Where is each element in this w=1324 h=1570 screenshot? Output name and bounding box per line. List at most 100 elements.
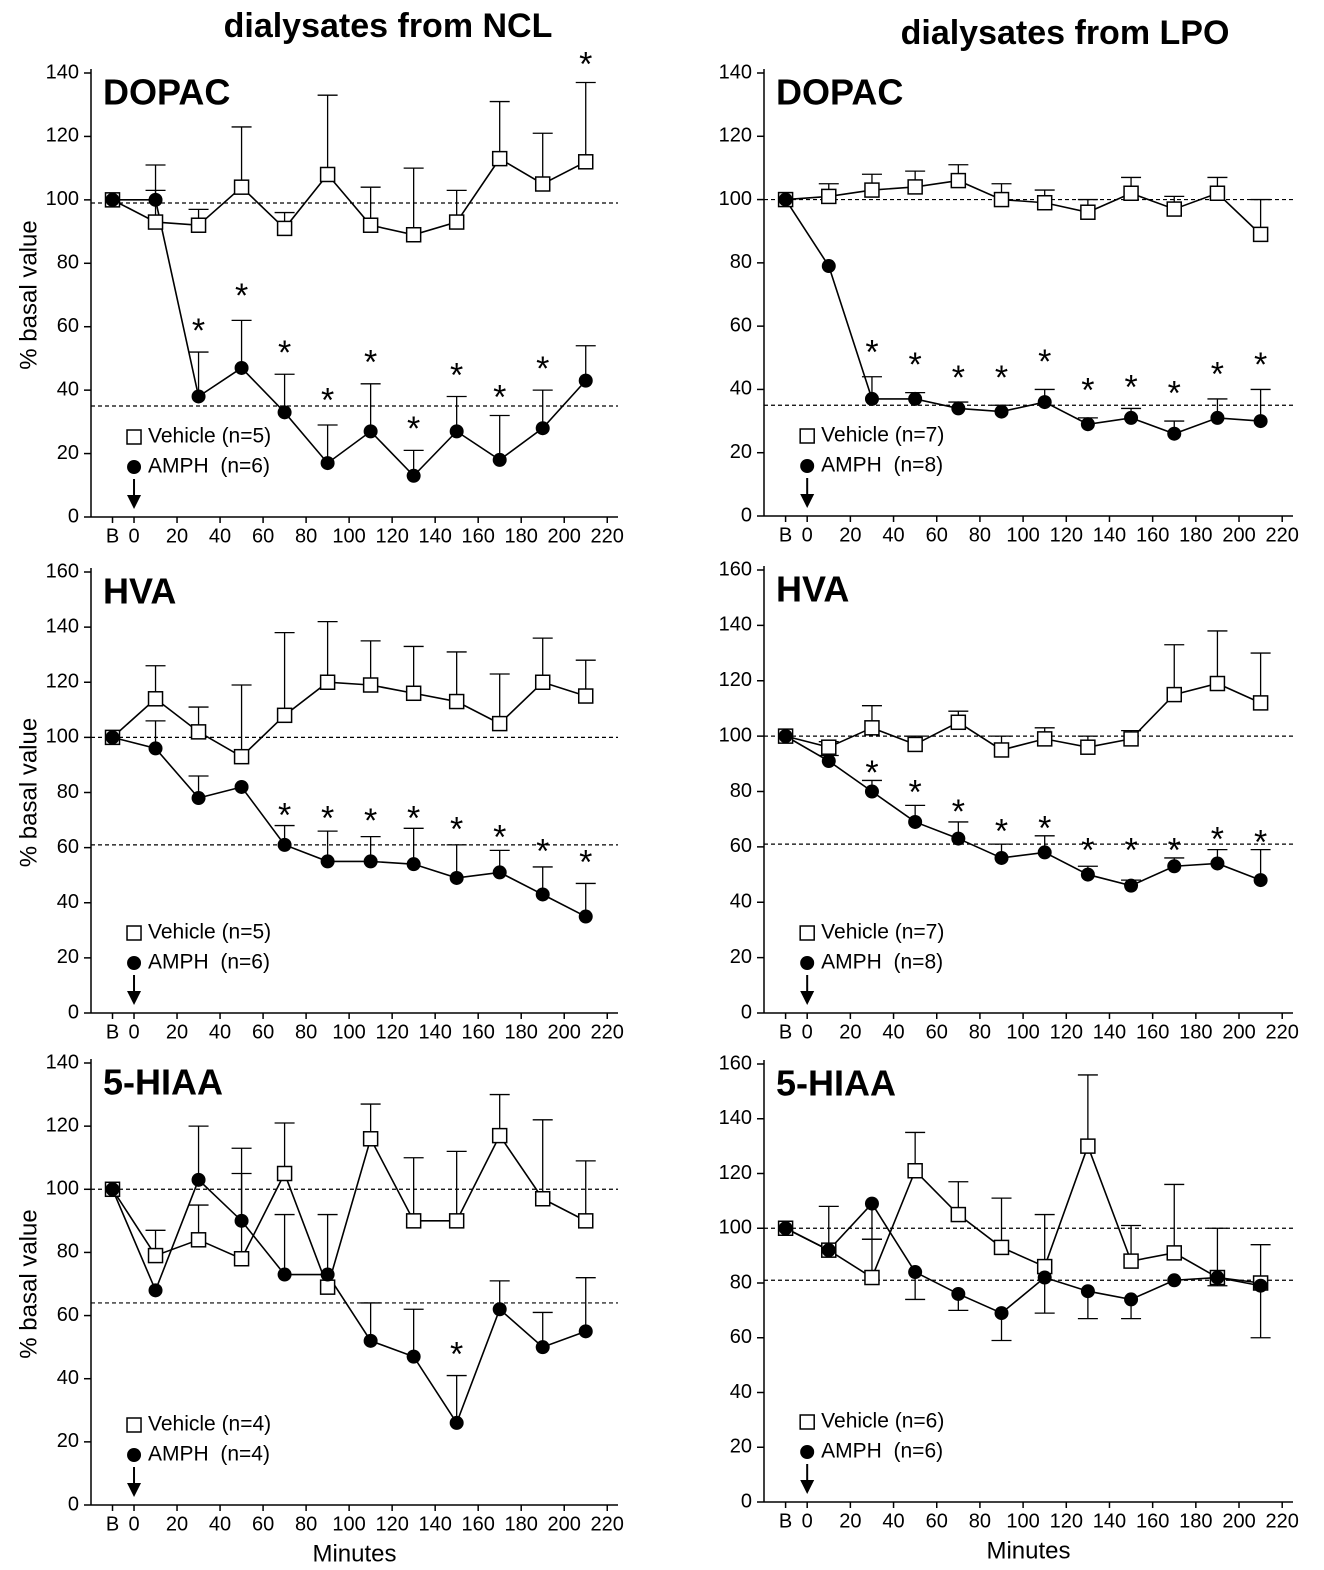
y-tick-label: 120 xyxy=(46,671,79,693)
marker-circle xyxy=(578,909,593,924)
y-tick-label: 40 xyxy=(730,1381,752,1403)
x-tick-label: B xyxy=(106,1021,119,1043)
y-tick-label: 140 xyxy=(46,61,79,83)
error-bar xyxy=(274,1122,295,1174)
marker-square xyxy=(821,739,837,755)
legend-label: Vehicle (n=6) xyxy=(821,1410,944,1433)
legend-symbol xyxy=(799,925,815,941)
marker-circle xyxy=(578,1324,593,1339)
x-tick-label: 20 xyxy=(839,524,861,546)
significance-marker: * xyxy=(407,410,420,448)
legend-label: Vehicle (n=4) xyxy=(148,1413,271,1436)
legend-label: AMPH (n=6) xyxy=(821,1440,943,1463)
legend-symbol xyxy=(127,460,142,474)
error-bar xyxy=(1034,1213,1055,1267)
marker-circle xyxy=(406,857,421,872)
y-tick-label: 20 xyxy=(57,442,79,464)
marker-square xyxy=(993,1239,1010,1256)
marker-circle xyxy=(1037,395,1052,410)
y-tick-label: 40 xyxy=(57,378,79,400)
y-tick-label: 60 xyxy=(730,314,752,336)
series-line xyxy=(784,199,1261,435)
panel-title: HVA xyxy=(103,571,176,612)
legend-symbol xyxy=(799,1414,815,1430)
significance-marker: * xyxy=(579,45,592,83)
marker-square xyxy=(1166,201,1182,217)
series-line xyxy=(785,735,1261,887)
legend-label: AMPH (n=4) xyxy=(148,1443,270,1466)
y-tick-label: 40 xyxy=(730,378,752,400)
x-tick-label: B xyxy=(106,1513,119,1535)
x-tick-label: 20 xyxy=(839,1510,861,1532)
significance-marker: * xyxy=(450,810,463,848)
legend-symbol xyxy=(800,956,815,970)
column-title: dialysates from LPO xyxy=(901,14,1230,52)
error-bar xyxy=(1250,652,1271,703)
marker-circle xyxy=(105,192,120,207)
y-tick-label: 160 xyxy=(719,1052,752,1074)
marker-circle xyxy=(406,1349,421,1364)
marker-square xyxy=(190,724,207,740)
y-tick-label: 140 xyxy=(46,1051,79,1073)
marker-square xyxy=(319,1279,336,1295)
marker-circle xyxy=(951,401,966,416)
marker-circle xyxy=(191,389,206,404)
x-tick-label: 0 xyxy=(802,1510,813,1532)
y-tick-label: 140 xyxy=(719,61,752,83)
marker-circle xyxy=(1210,856,1225,871)
x-tick-label: 220 xyxy=(591,1021,624,1043)
error-bar xyxy=(532,1119,553,1199)
x-tick-label: 220 xyxy=(1266,1021,1299,1043)
error-bar xyxy=(231,126,252,188)
significance-marker: * xyxy=(865,754,878,792)
x-tick-label: 160 xyxy=(1136,1021,1169,1043)
series-line xyxy=(111,1178,587,1425)
y-tick-label: 0 xyxy=(741,504,752,526)
x-tick-label: 180 xyxy=(1179,1021,1212,1043)
significance-marker: * xyxy=(536,350,549,388)
x-tick-label: 0 xyxy=(802,1021,813,1043)
marker-circle xyxy=(320,1267,335,1282)
legend-symbol xyxy=(800,459,815,473)
panel-title: HVA xyxy=(776,569,849,610)
marker-square xyxy=(534,176,551,192)
significance-marker: * xyxy=(235,277,248,315)
marker-circle xyxy=(1080,867,1095,882)
panel-title: DOPAC xyxy=(776,72,903,113)
x-tick-label: 20 xyxy=(839,1021,861,1043)
marker-circle xyxy=(535,421,550,436)
y-tick-label: 0 xyxy=(741,1001,752,1023)
error-bar xyxy=(446,651,467,702)
significance-marker: * xyxy=(1211,356,1224,394)
marker-circle xyxy=(908,814,923,829)
x-tick-label: 80 xyxy=(969,1021,991,1043)
x-tick-label: B xyxy=(106,525,119,547)
panel-title: 5-HIAA xyxy=(776,1063,896,1104)
marker-circle xyxy=(1167,859,1182,874)
error-bar xyxy=(575,1160,596,1221)
y-tick-label: 60 xyxy=(730,835,752,857)
x-tick-label: 180 xyxy=(505,1513,538,1535)
x-tick-label: 140 xyxy=(418,525,451,547)
marker-circle xyxy=(449,424,464,439)
error-bar xyxy=(231,319,252,368)
y-tick-label: 0 xyxy=(68,1001,79,1023)
x-tick-label: 80 xyxy=(295,1021,317,1043)
legend-label: Vehicle (n=5) xyxy=(148,921,271,944)
x-tick-label: 200 xyxy=(1222,524,1255,546)
x-tick-label: 80 xyxy=(969,1510,991,1532)
marker-circle xyxy=(864,391,879,406)
significance-marker: * xyxy=(450,356,463,394)
significance-marker: * xyxy=(952,359,965,397)
x-tick-label: 200 xyxy=(1222,1510,1255,1532)
significance-marker: * xyxy=(909,774,922,812)
x-tick-label: 200 xyxy=(548,525,581,547)
marker-square xyxy=(1252,695,1269,711)
marker-square xyxy=(864,1269,880,1286)
marker-circle xyxy=(492,452,507,467)
error-bar xyxy=(489,673,510,724)
x-tick-label: 80 xyxy=(969,524,991,546)
legend-label: AMPH (n=8) xyxy=(821,454,943,477)
marker-circle xyxy=(148,741,163,756)
